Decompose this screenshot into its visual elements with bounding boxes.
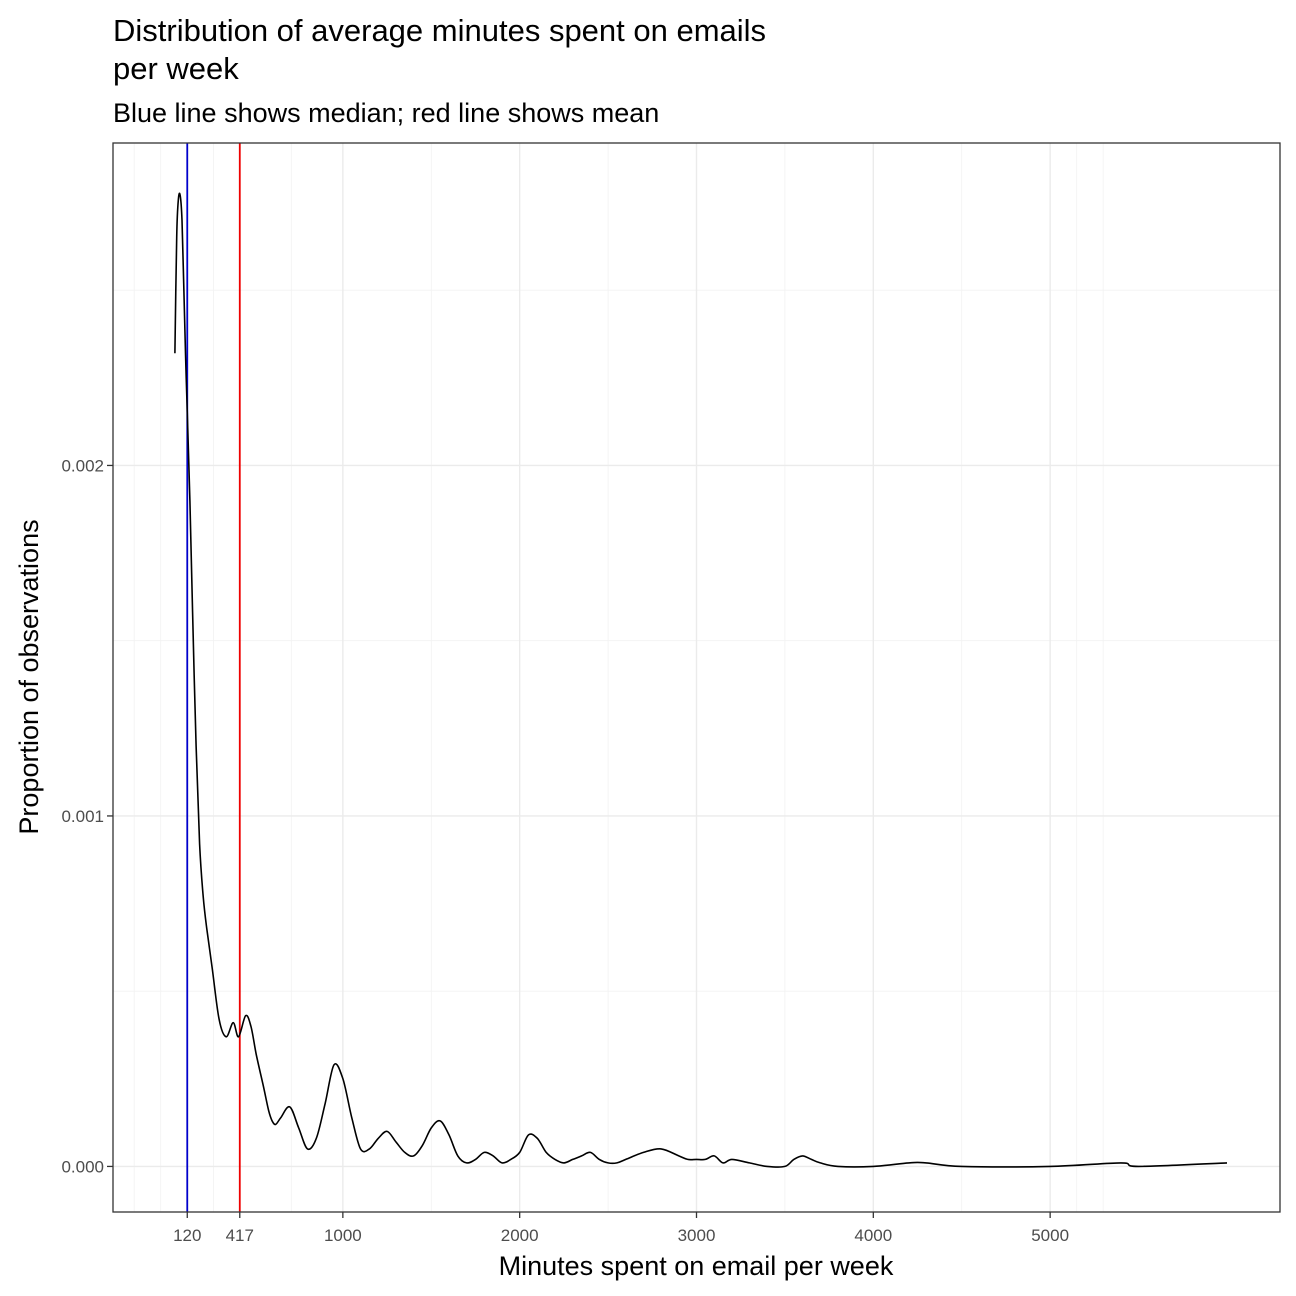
x-tick-label: 120	[173, 1226, 201, 1245]
major-gridlines	[113, 143, 1280, 1212]
chart-title-line-2: per week	[113, 51, 239, 86]
x-tick-label: 4000	[854, 1226, 892, 1245]
x-tick-label: 417	[226, 1226, 254, 1245]
chart-subtitle: Blue line shows median; red line shows m…	[113, 98, 659, 128]
y-axis-title: Proportion of observations	[14, 519, 44, 834]
y-tick-label: 0.000	[61, 1157, 104, 1176]
series-layer	[174, 192, 1228, 1168]
x-tick-label: 1000	[324, 1226, 362, 1245]
x-axis-title: Minutes spent on email per week	[499, 1251, 894, 1281]
x-tick-label: 2000	[501, 1226, 539, 1245]
x-axis-ticks: 120 417 1000 2000 3000 4000 5000	[173, 1212, 1069, 1245]
y-tick-label: 0.002	[61, 456, 104, 475]
chart-title-line-1: Distribution of average minutes spent on…	[113, 13, 766, 48]
x-tick-label: 3000	[678, 1226, 716, 1245]
y-tick-label: 0.001	[61, 807, 104, 826]
density-series-line	[174, 192, 1228, 1168]
x-tick-label: 5000	[1031, 1226, 1069, 1245]
y-axis-ticks: 0.000 0.001 0.002	[61, 456, 113, 1176]
